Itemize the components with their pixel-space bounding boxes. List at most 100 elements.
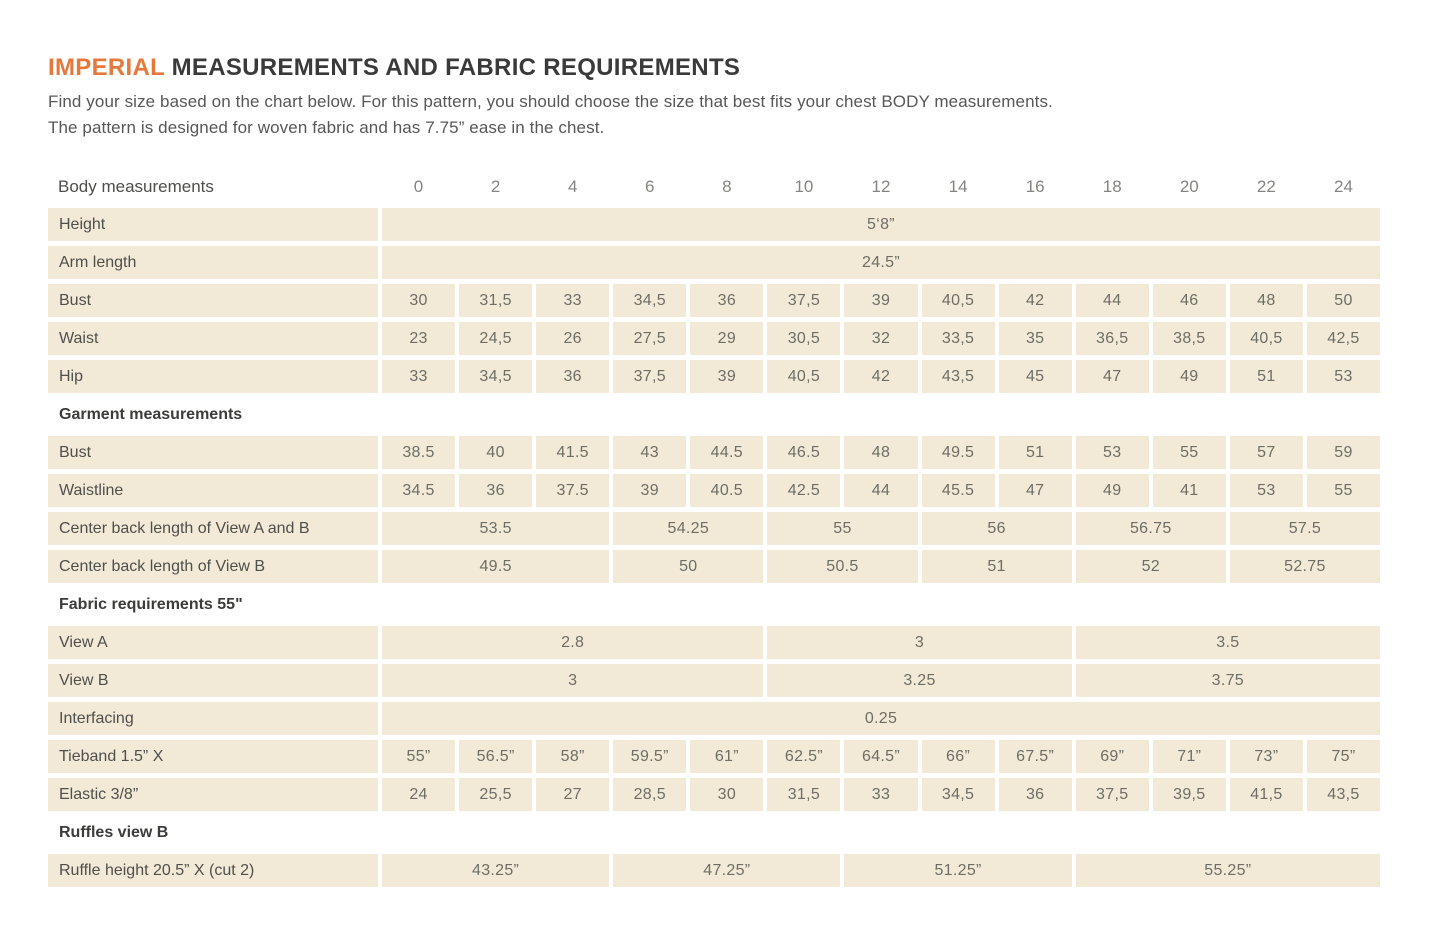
group-value-cell: 3.75 [1075,664,1380,697]
value-cell: 53 [1075,436,1149,469]
value-cell: 41.5 [536,436,610,469]
value-cell: 40,5 [921,284,995,317]
value-cell: 41,5 [1229,778,1303,811]
size-column-header: 14 [921,170,995,203]
size-column-header: 2 [459,170,533,203]
group-value-cell: 53.5 [382,512,610,545]
value-cell: 43,5 [1306,778,1380,811]
value-cell: 58” [536,740,610,773]
value-cell: 47 [998,474,1072,507]
value-cell: 42,5 [1306,322,1380,355]
value-cell: 23 [382,322,456,355]
value-cell: 37,5 [1075,778,1149,811]
value-cell: 36 [459,474,533,507]
group-value-cell: 2.8 [382,626,764,659]
value-cell: 49 [1075,474,1149,507]
value-cell: 37,5 [613,360,687,393]
section-header: Garment measurements [48,398,1380,431]
value-cell: 47 [1075,360,1149,393]
group-value-cell: 56.75 [1075,512,1226,545]
value-cell: 50 [1306,284,1380,317]
value-cell: 34.5 [382,474,456,507]
value-cell: 30 [690,778,764,811]
intro-text: Find your size based on the chart below.… [48,89,1397,140]
value-cell: 44 [1075,284,1149,317]
value-cell: 55 [1306,474,1380,507]
size-column-header: 16 [998,170,1072,203]
value-cell: 42.5 [767,474,841,507]
value-cell: 30 [382,284,456,317]
value-cell: 25,5 [459,778,533,811]
value-cell: 33 [536,284,610,317]
group-value-cell: 3 [382,664,764,697]
group-value-cell: 55 [767,512,918,545]
row-label: Elastic 3/8” [48,778,378,811]
group-value-cell: 54.25 [613,512,764,545]
row-label: Bust [48,284,378,317]
value-cell: 55” [382,740,456,773]
value-cell: 71” [1152,740,1226,773]
value-cell: 64.5” [844,740,918,773]
group-value-cell: 51.25” [844,854,1072,887]
size-column-header: 6 [613,170,687,203]
value-cell: 51 [1229,360,1303,393]
size-column-header: 24 [1306,170,1380,203]
value-cell: 39,5 [1152,778,1226,811]
value-cell: 49.5 [921,436,995,469]
value-cell: 73” [1229,740,1303,773]
value-cell: 61” [690,740,764,773]
value-cell: 43,5 [921,360,995,393]
value-cell: 53 [1306,360,1380,393]
merged-value-cell: 24.5” [382,246,1380,279]
group-value-cell: 51 [921,550,1072,583]
row-label: View B [48,664,378,697]
row-label: Ruffle height 20.5” X (cut 2) [48,854,378,887]
value-cell: 30,5 [767,322,841,355]
value-cell: 28,5 [613,778,687,811]
row-label: Center back length of View A and B [48,512,378,545]
value-cell: 40.5 [690,474,764,507]
value-cell: 51 [998,436,1072,469]
group-value-cell: 3.25 [767,664,1072,697]
value-cell: 31,5 [767,778,841,811]
value-cell: 46.5 [767,436,841,469]
group-value-cell: 50.5 [767,550,918,583]
size-column-header: 20 [1152,170,1226,203]
size-column-header: 4 [536,170,610,203]
row-label: Waistline [48,474,378,507]
value-cell: 45 [998,360,1072,393]
group-value-cell: 52 [1075,550,1226,583]
intro-line-1: Find your size based on the chart below.… [48,92,1053,111]
measurement-table: Body measurements 0 2 4 6 8 10 12 14 16 18 20 22 24 He… [48,170,1380,887]
size-column-header: 8 [690,170,764,203]
value-cell: 42 [998,284,1072,317]
value-cell: 48 [844,436,918,469]
value-cell: 49 [1152,360,1226,393]
value-cell: 53 [1229,474,1303,507]
value-cell: 59.5” [613,740,687,773]
row-label: Tieband 1.5” X [48,740,378,773]
value-cell: 39 [613,474,687,507]
title-rest: MEASUREMENTS AND FABRIC REQUIREMENTS [164,54,741,81]
group-value-cell: 57.5 [1229,512,1380,545]
value-cell: 38.5 [382,436,456,469]
group-value-cell: 43.25” [382,854,610,887]
value-cell: 36,5 [1075,322,1149,355]
group-value-cell: 3.5 [1075,626,1380,659]
value-cell: 33,5 [921,322,995,355]
value-cell: 38,5 [1152,322,1226,355]
value-cell: 36 [536,360,610,393]
value-cell: 57 [1229,436,1303,469]
value-cell: 27,5 [613,322,687,355]
title-highlight: IMPERIAL [48,54,165,81]
value-cell: 33 [382,360,456,393]
group-value-cell: 55.25” [1075,854,1380,887]
group-value-cell: 50 [613,550,764,583]
value-cell: 44 [844,474,918,507]
value-cell: 40,5 [1229,322,1303,355]
section-header: Fabric requirements 55" [48,588,1380,621]
row-label: Interfacing [48,702,378,735]
size-column-header: 18 [1075,170,1149,203]
row-label: Hip [48,360,378,393]
value-cell: 44.5 [690,436,764,469]
